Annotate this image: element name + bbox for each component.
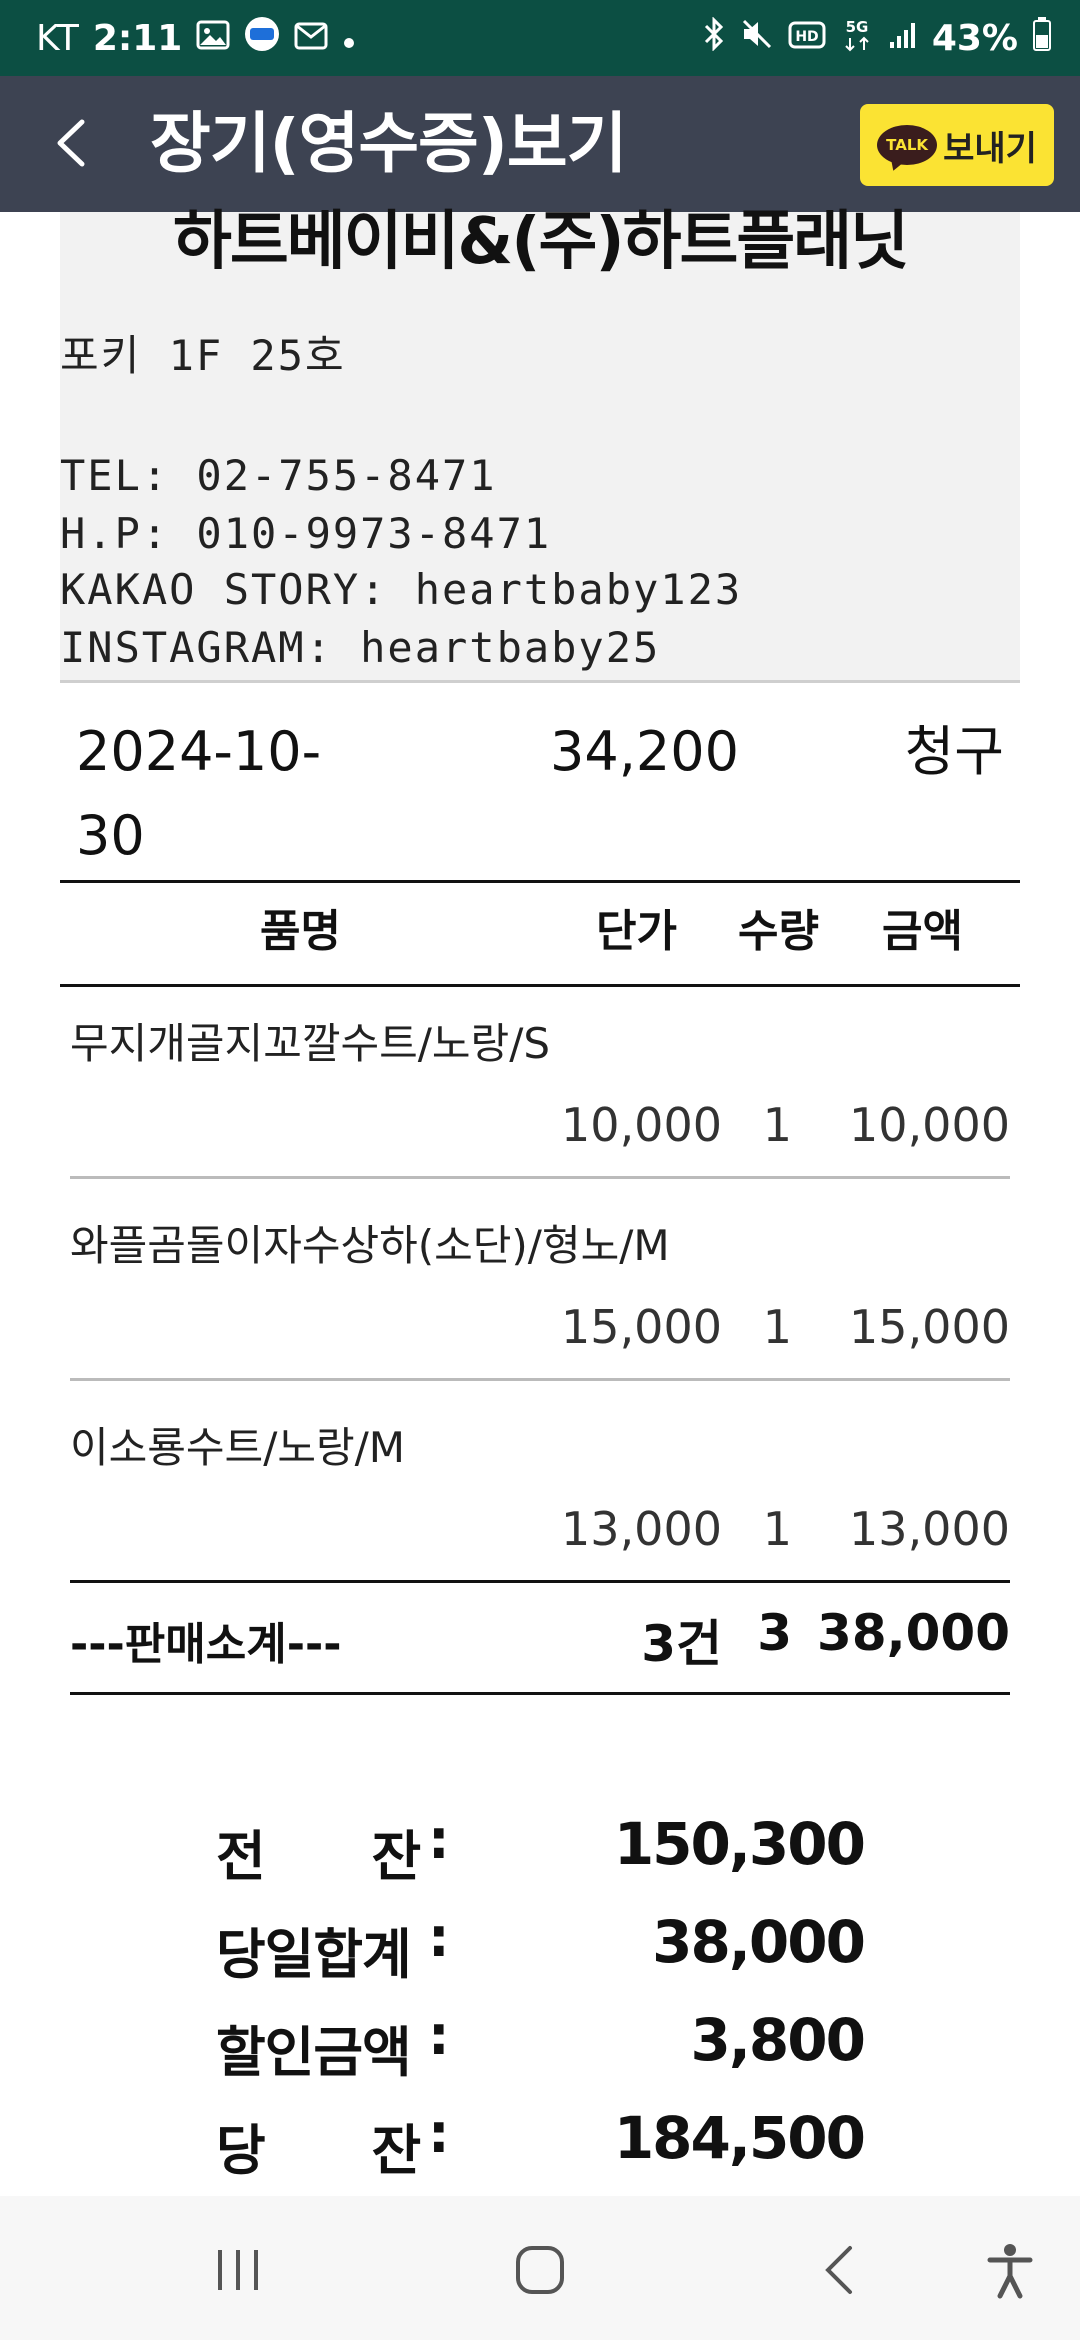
item-amount: 13,000: [849, 1502, 1010, 1556]
nav-back-icon: [825, 2246, 852, 2294]
nav-back-button[interactable]: [812, 2240, 872, 2300]
row-divider: [70, 1378, 1010, 1381]
svg-text:5G: 5G: [845, 18, 868, 36]
system-nav-bar: [0, 2196, 1080, 2340]
discount-label: 할인금액: [216, 2021, 412, 2084]
signal-icon: [888, 18, 918, 59]
discount-value: 3,800: [690, 2006, 866, 2074]
network-5g-icon: 5G: [840, 16, 874, 61]
receipt-summary-row: 2024-10- 30 34,200 청구: [60, 700, 1020, 883]
gallery-icon: [196, 18, 230, 59]
item-name: 이소룡수트/노랑/M: [70, 1423, 406, 1472]
receipt-type: 청구: [904, 720, 1004, 783]
subtotal-qty: 3: [757, 1604, 792, 1662]
shop-info: 하트베이비&(주)하트플래닛 포키 1F 25호 TEL: 02-755-847…: [60, 208, 1020, 683]
hd-icon: HD: [788, 18, 826, 59]
daily-total-value: 38,000: [652, 1908, 866, 1976]
svg-text:HD: HD: [795, 29, 818, 45]
current-balance-value: 184,500: [613, 2104, 866, 2172]
colon: :: [428, 2004, 450, 2067]
subtotal-count: 3건: [641, 1615, 722, 1673]
send-label: 보내기: [943, 128, 1037, 169]
subtotal-amount: 38,000: [817, 1604, 1010, 1662]
previous-balance-value: 150,300: [613, 1810, 866, 1878]
battery-icon: [1032, 16, 1052, 61]
subtotal-label: ---판매소계---: [70, 1619, 342, 1670]
carrier-label: KT: [36, 17, 79, 59]
bluetooth-icon: [702, 15, 726, 60]
item-amount: 10,000: [849, 1098, 1010, 1152]
item-name: 무지개골지꼬깔수트/노랑/S: [70, 1019, 551, 1068]
dot-icon: [342, 18, 356, 59]
accessibility-button[interactable]: [980, 2240, 1040, 2300]
shop-hp: H.P: 010-9973-8471: [60, 509, 552, 558]
app-bar: 장기(영수증)보기 TALK 보내기: [0, 76, 1080, 212]
shop-instagram: INSTAGRAM: heartbaby25: [60, 623, 661, 672]
colon: :: [428, 2102, 450, 2165]
clock: 2:11: [92, 17, 183, 59]
shop-name: 하트베이비&(주)하트플래닛: [173, 205, 909, 279]
colon: :: [428, 1906, 450, 1969]
daily-total-label: 당일합계: [216, 1923, 412, 1986]
receipt-date-line2: 30: [76, 804, 145, 867]
kakao-send-button[interactable]: TALK 보내기: [860, 104, 1054, 186]
kakao-talk-icon: TALK: [877, 125, 938, 165]
item-qty: 1: [762, 1502, 792, 1556]
header-price: 단가: [596, 906, 677, 957]
item-price: 10,000: [561, 1098, 722, 1152]
receipt-date-line1: 2024-10-: [76, 720, 322, 783]
item-price: 13,000: [561, 1502, 722, 1556]
current-balance-label: 당 잔: [216, 2119, 421, 2182]
status-bar: KT 2:11 HD 5G 43%: [0, 0, 1080, 76]
page-title: 장기(영수증)보기: [150, 105, 627, 182]
back-button[interactable]: [40, 108, 110, 178]
shop-tel: TEL: 02-755-8471: [60, 451, 497, 500]
accessibility-icon: [987, 2244, 1033, 2299]
recent-apps-icon: [218, 2250, 258, 2290]
app-notification-icon: [244, 16, 280, 61]
subtotal-divider-bottom: [70, 1692, 1010, 1695]
shop-location: 포키 1F 25호: [60, 331, 346, 380]
recent-apps-button[interactable]: [208, 2240, 268, 2300]
receipt-total: 34,200: [550, 720, 739, 783]
shop-kakao-story: KAKAO STORY: heartbaby123: [60, 565, 743, 614]
colon: :: [428, 1808, 450, 1871]
previous-balance-label: 전 잔: [216, 1825, 421, 1888]
row-divider: [70, 1176, 1010, 1179]
item-qty: 1: [762, 1098, 792, 1152]
mail-icon: [294, 18, 328, 59]
item-price: 15,000: [561, 1300, 722, 1354]
back-arrow-icon: [57, 119, 85, 167]
receipt-date: 2024-10- 30: [76, 710, 336, 878]
header-name: 품명: [260, 906, 341, 957]
header-amount: 금액: [882, 906, 963, 957]
table-header: 품명 단가 수량 금액: [60, 880, 1020, 987]
item-name: 와플곰돌이자수상하(소단)/형노/M: [70, 1221, 670, 1270]
mute-icon: [740, 17, 774, 60]
item-qty: 1: [762, 1300, 792, 1354]
home-button[interactable]: [510, 2240, 570, 2300]
header-qty: 수량: [738, 906, 819, 957]
home-icon: [516, 2246, 564, 2294]
item-amount: 15,000: [849, 1300, 1010, 1354]
battery-percentage: 43%: [931, 17, 1018, 59]
subtotal-divider-top: [70, 1580, 1010, 1583]
